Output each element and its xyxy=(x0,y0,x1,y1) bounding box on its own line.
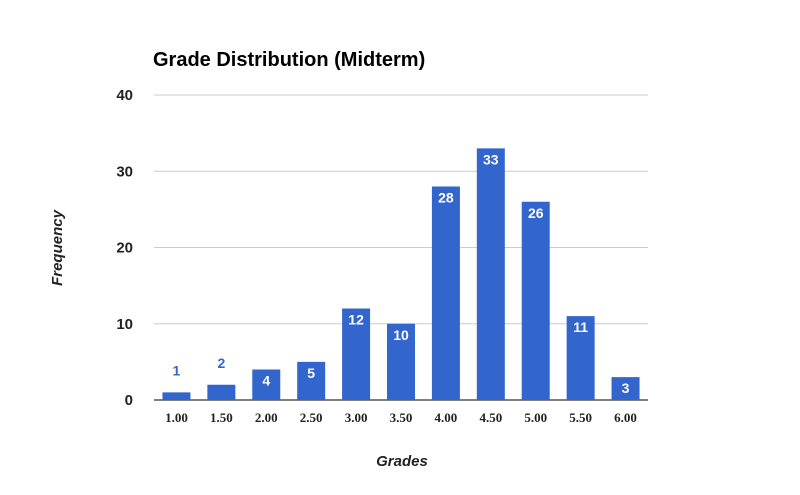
bar-5.50 xyxy=(566,316,595,400)
x-axis-label: Grades xyxy=(376,453,428,470)
data-label: 28 xyxy=(438,190,454,206)
bar-6.00 xyxy=(611,377,640,400)
x-tick-label: 2.00 xyxy=(255,410,278,425)
data-label: 10 xyxy=(393,327,409,343)
data-label: 1 xyxy=(173,362,181,378)
y-tick-label: 20 xyxy=(116,240,133,257)
x-tick-label: 6.00 xyxy=(614,410,637,425)
data-label: 11 xyxy=(573,319,588,335)
data-label: 3 xyxy=(622,380,630,396)
x-tick-label: 4.50 xyxy=(479,410,502,425)
x-tick-label: 1.50 xyxy=(210,410,233,425)
bar-3.50 xyxy=(387,323,415,400)
y-axis-label: Frequency xyxy=(49,209,66,286)
y-tick-label: 0 xyxy=(125,392,133,409)
y-tick-label: 30 xyxy=(116,163,133,180)
chart-title: Grade Distribution (Midterm) xyxy=(153,49,425,71)
x-tick-label: 5.50 xyxy=(569,410,592,425)
data-label: 33 xyxy=(483,151,499,167)
y-tick-label: 40 xyxy=(116,87,133,104)
bars xyxy=(162,148,640,400)
bar-4.00 xyxy=(431,186,460,400)
x-tick-label: 4.00 xyxy=(435,410,458,425)
data-label: 2 xyxy=(217,355,225,371)
bar-1.00 xyxy=(162,392,191,400)
y-tick-label: 10 xyxy=(116,316,133,333)
x-tick-label: 2.50 xyxy=(300,410,323,425)
x-axis-ticks: 1.00 1.50 2.00 2.50 3.00 3.50 4.00 4.50 5.00 5.50… xyxy=(165,410,637,425)
y-axis-ticks: 0 10 20 30 40 xyxy=(116,87,133,409)
bar-2.00 xyxy=(252,369,281,400)
data-label: 5 xyxy=(307,365,315,381)
bar-2.50 xyxy=(297,361,326,400)
x-tick-label: 5.00 xyxy=(524,410,547,425)
bar-3.00 xyxy=(342,308,371,400)
x-tick-label: 3.00 xyxy=(345,410,368,425)
bar-4.50 xyxy=(476,148,505,400)
data-label: 12 xyxy=(348,312,364,328)
data-label: 4 xyxy=(262,373,270,389)
bar-1.50 xyxy=(207,384,236,400)
x-tick-label: 3.50 xyxy=(390,410,413,425)
x-tick-label: 1.00 xyxy=(165,410,188,425)
bar-5.00 xyxy=(521,201,550,400)
data-label: 26 xyxy=(528,205,544,221)
